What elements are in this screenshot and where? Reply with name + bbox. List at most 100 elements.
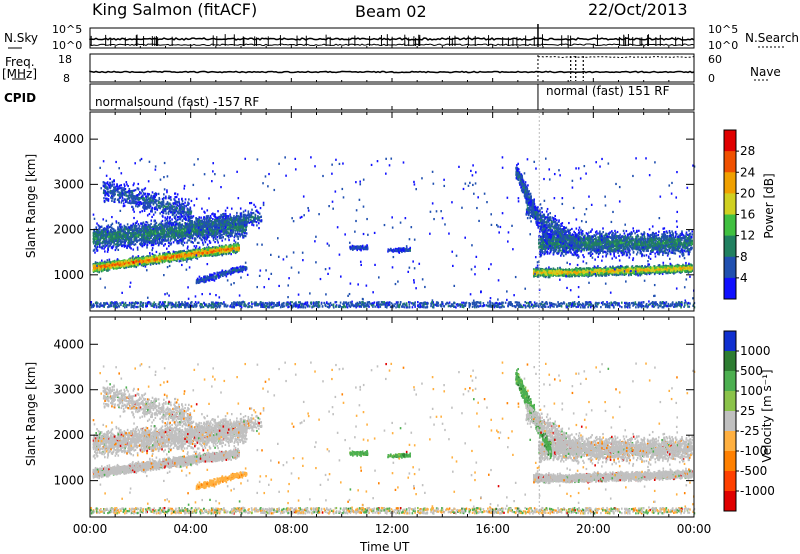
power-pixel	[110, 226, 112, 228]
power-pixel	[127, 223, 129, 225]
power-pixel	[167, 239, 169, 241]
power-pixel	[177, 236, 179, 238]
power-pixel	[143, 225, 145, 227]
power-pixel	[151, 235, 153, 237]
power-pixel	[139, 225, 141, 227]
power-pixel	[128, 262, 130, 264]
power-pixel	[174, 221, 176, 223]
power-pixel	[214, 241, 216, 243]
power-pixel	[171, 224, 173, 226]
power-pixel	[206, 209, 208, 211]
power-pixel	[109, 259, 111, 261]
power-pixel	[172, 253, 174, 255]
power-pixel	[170, 232, 172, 234]
power-pixel	[136, 225, 138, 227]
power-pixel	[211, 235, 213, 237]
power-pixel	[217, 236, 219, 238]
power-pixel	[228, 239, 230, 241]
power-pixel	[187, 258, 189, 260]
power-pixel	[123, 232, 125, 234]
power-pixel	[202, 242, 204, 244]
power-pixel	[192, 230, 194, 232]
power-pixel	[230, 248, 232, 250]
power-pixel	[156, 261, 158, 263]
power-pixel	[100, 242, 102, 244]
power-pixel	[182, 239, 184, 241]
power-pixel	[98, 267, 100, 269]
power-pixel	[157, 240, 159, 242]
power-pixel	[114, 266, 116, 268]
power-pixel	[225, 210, 227, 212]
power-pixel	[204, 250, 206, 252]
power-pixel	[100, 268, 102, 270]
power-pixel	[236, 227, 238, 229]
power-pixel	[107, 248, 109, 250]
power-pixel	[165, 256, 167, 258]
power-pixel	[143, 257, 145, 259]
power-pixel	[131, 257, 133, 259]
power-pixel	[186, 252, 188, 254]
power-pixel	[193, 215, 195, 217]
nave-trace	[538, 57, 694, 58]
power-pixel	[194, 245, 196, 247]
power-pixel	[192, 249, 194, 251]
power-pixel	[182, 219, 184, 221]
power-pixel	[119, 262, 121, 264]
power-pixel	[96, 270, 98, 272]
power-pixel	[94, 267, 96, 269]
power-pixel	[219, 252, 221, 254]
power-pixel	[172, 258, 174, 260]
power-pixel	[183, 250, 185, 252]
power-pixel	[206, 255, 208, 257]
power-pixel	[99, 262, 101, 264]
power-pixel	[129, 242, 131, 244]
power-pixel	[121, 261, 123, 263]
power-pixel	[110, 261, 112, 263]
power-pixel	[134, 265, 136, 267]
power-pixel	[199, 246, 201, 248]
power-pixel	[189, 253, 191, 255]
power-pixel	[136, 229, 138, 231]
power-pixel	[99, 228, 101, 230]
power-pixel	[95, 226, 97, 228]
power-pixel	[143, 260, 145, 262]
power-pixel	[168, 245, 170, 247]
power-pixel	[201, 232, 203, 234]
power-pixel	[104, 261, 106, 263]
power-pixel	[240, 207, 242, 209]
power-pixel	[223, 230, 225, 232]
power-pixel	[158, 257, 160, 259]
power-pixel	[158, 234, 160, 236]
power-pixel	[200, 252, 202, 254]
power-pixel	[204, 248, 206, 250]
power-pixel	[173, 241, 175, 243]
power-pixel	[198, 242, 200, 244]
power-pixel	[133, 261, 135, 263]
power-pixel	[132, 259, 134, 261]
power-pixel	[117, 258, 119, 260]
power-pixel	[152, 260, 154, 262]
power-pixel	[142, 243, 144, 245]
power-pixel	[107, 259, 109, 261]
power-pixel	[161, 243, 163, 245]
power-pixel	[195, 233, 197, 235]
power-pixel	[180, 229, 182, 231]
top-panels	[90, 24, 694, 110]
power-pixel	[232, 229, 234, 231]
freq-panel-frame	[90, 54, 694, 82]
power-pixel	[124, 261, 126, 263]
power-pixel	[236, 229, 238, 231]
power-pixel	[102, 269, 104, 271]
power-pixel	[160, 224, 162, 226]
power-pixel	[202, 236, 204, 238]
power-pixel	[163, 245, 165, 247]
power-pixel	[229, 250, 231, 252]
power-pixel	[222, 236, 224, 238]
power-pixel	[151, 216, 153, 218]
power-pixel	[126, 261, 128, 263]
power-pixel	[144, 260, 146, 262]
power-pixel	[179, 231, 181, 233]
power-pixel	[192, 254, 194, 256]
power-pixel	[128, 260, 130, 262]
